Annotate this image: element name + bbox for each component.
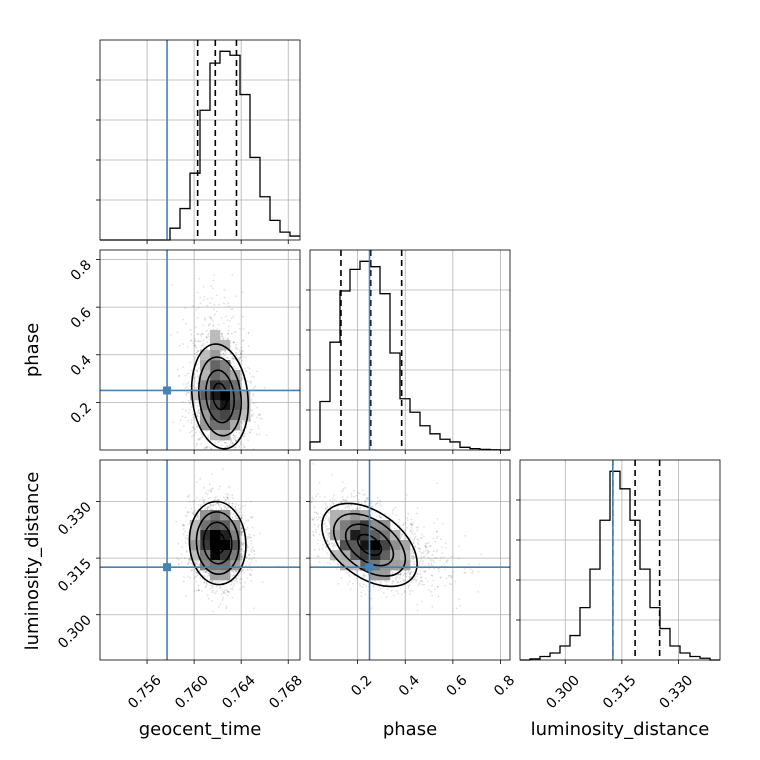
axis-labels: geocent_time phase luminosity_distance p… (22, 323, 709, 740)
x-tick-label-luminosity_distance-1: 0.315 (600, 672, 640, 712)
y-axis-label-luminosity_distance: luminosity_distance (22, 472, 43, 651)
histogram-luminosity_distance (520, 470, 720, 661)
y-tick-label-luminosity_distance-0: 0.300 (55, 612, 95, 652)
panel-frame-geocent_time-phase (99, 249, 301, 451)
truth-marker-geocent_time-luminosity_distance (163, 563, 172, 572)
y-tick-label-phase-2: 0.6 (68, 305, 95, 332)
contour-geocent_time-phase-2 (198, 356, 242, 437)
x-tick-label-phase-1: 0.4 (396, 672, 423, 699)
corner-panels: 0.756 0.760 0.764 0.768 0.2 0.4 0.6 0.8 0.300 0.3… (55, 39, 721, 712)
y-tick-label-phase-0: 0.2 (68, 400, 95, 427)
y-axis-label-phase: phase (22, 323, 43, 377)
truth-marker-phase-luminosity_distance (365, 563, 374, 572)
x-tick-label-geocent_time-0: 0.756 (125, 672, 165, 712)
x-tick-label-geocent_time-1: 0.760 (172, 672, 212, 712)
panel-frame-geocent_time-luminosity_distance (99, 459, 301, 661)
contour-geocent_time-phase-1 (205, 369, 235, 424)
x-axis-label-geocent_time: geocent_time (139, 719, 262, 740)
truth-marker-geocent_time-phase (163, 386, 172, 395)
x-axis-label-phase: phase (383, 719, 437, 740)
contour-geocent_time-luminosity_distance-1 (202, 521, 233, 565)
contour-geocent_time-luminosity_distance-2 (195, 511, 240, 575)
x-tick-label-geocent_time-2: 0.764 (219, 672, 259, 712)
contour-geocent_time-phase-3 (190, 343, 250, 450)
contour-phase-luminosity_distance-2 (333, 512, 407, 577)
y-tick-label-luminosity_distance-2: 0.330 (55, 499, 95, 539)
x-tick-label-phase-3: 0.8 (491, 672, 518, 699)
panel-frame-geocent_time (99, 39, 301, 241)
x-axis-label-luminosity_distance: luminosity_distance (531, 719, 710, 740)
hist-panel-phase (306, 249, 511, 454)
x-tick-label-phase-0: 0.2 (348, 672, 375, 699)
panel-frame-phase-luminosity_distance (309, 459, 511, 661)
x-tick-label-phase-2: 0.6 (444, 672, 471, 699)
hist-panel-luminosity_distance (516, 459, 721, 664)
contour-geocent_time-phase-0 (212, 382, 228, 411)
y-tick-label-phase-3: 0.8 (68, 257, 95, 284)
y-tick-label-phase-1: 0.4 (68, 352, 95, 379)
samples-phase-luminosity_distance (310, 462, 483, 612)
2d-panel-geocent_time-phase (96, 249, 301, 454)
tick-labels: 0.756 0.760 0.764 0.768 0.2 0.4 0.6 0.8 0.300 0.3… (55, 257, 696, 712)
contour-phase-luminosity_distance-1 (344, 523, 395, 567)
x-tick-label-luminosity_distance-2: 0.330 (657, 672, 697, 712)
2d-panel-geocent_time-luminosity_distance (96, 459, 301, 664)
contour-geocent_time-luminosity_distance-3 (188, 500, 247, 586)
panel-frame-phase (309, 249, 511, 451)
contour-geocent_time-luminosity_distance-0 (209, 531, 226, 555)
contour-phase-luminosity_distance-0 (356, 533, 383, 557)
x-tick-label-luminosity_distance-0: 0.300 (543, 672, 583, 712)
x-tick-label-geocent_time-3: 0.768 (266, 672, 306, 712)
2d-panel-phase-luminosity_distance (306, 459, 511, 664)
panel-frame-luminosity_distance (519, 459, 721, 661)
y-tick-label-luminosity_distance-1: 0.315 (55, 556, 95, 596)
histogram-phase (309, 260, 510, 451)
contour-phase-luminosity_distance-3 (321, 502, 418, 588)
hist-panel-geocent_time (96, 39, 301, 244)
